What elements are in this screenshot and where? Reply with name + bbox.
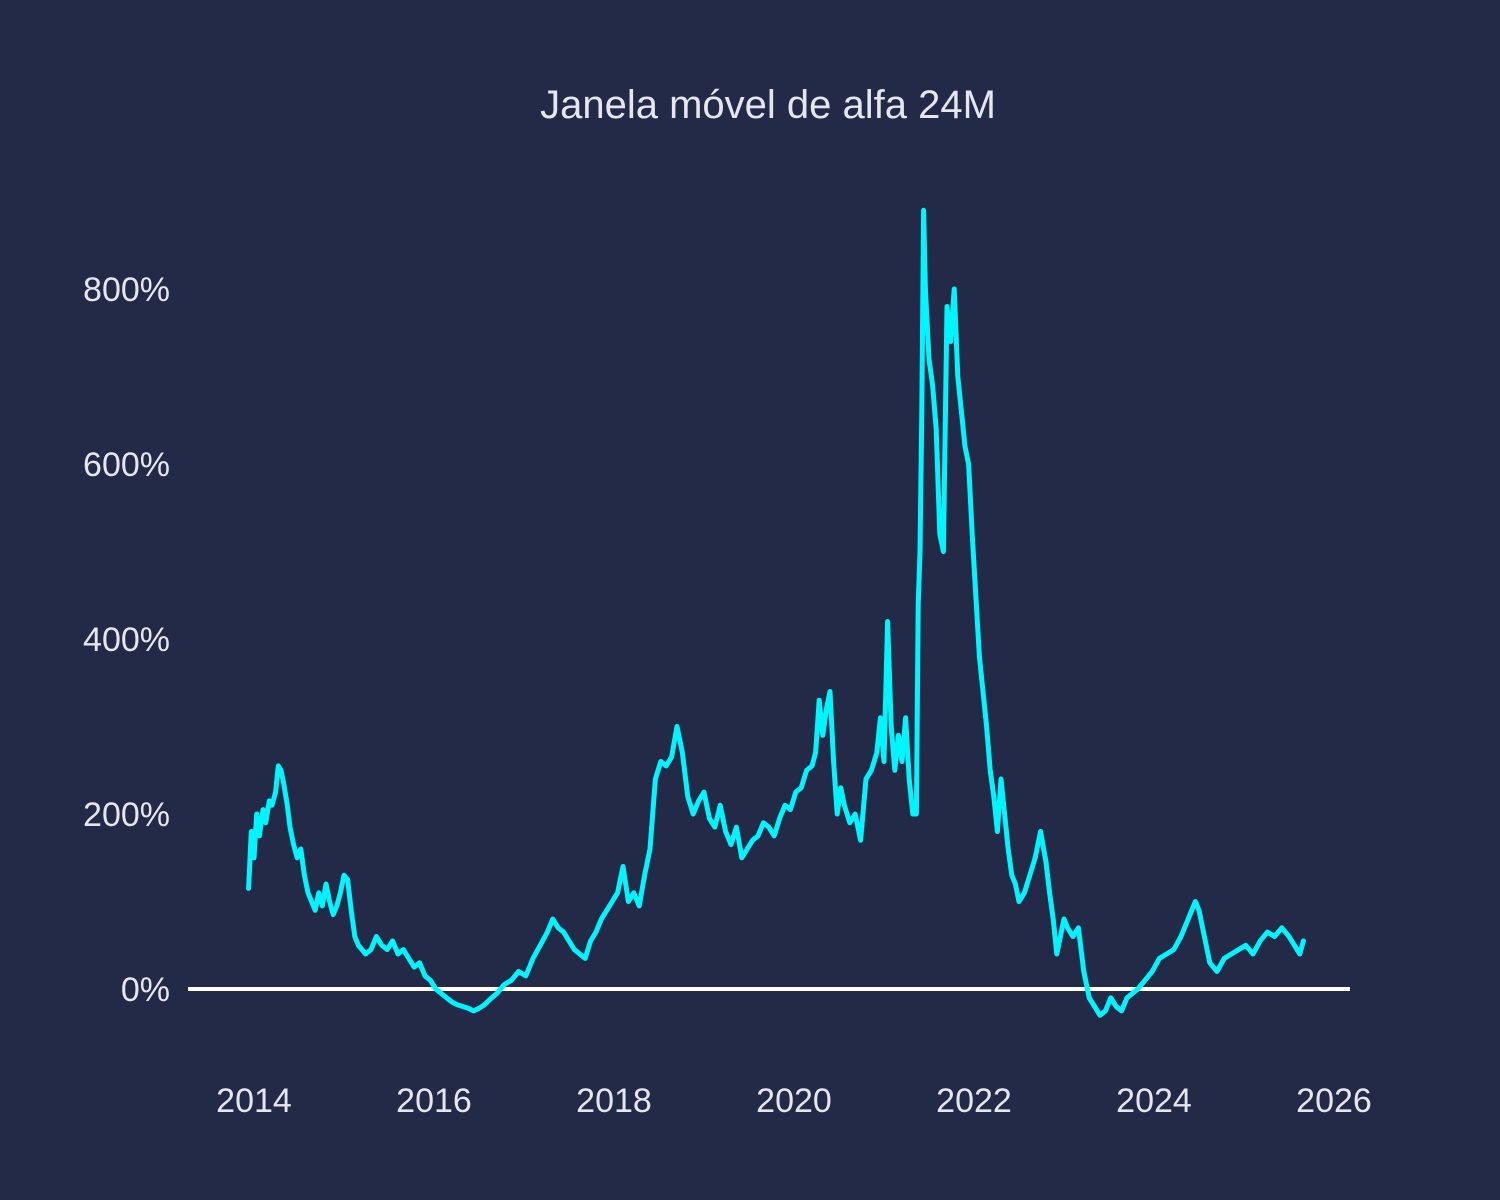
x-tick-label: 2016	[396, 1082, 472, 1120]
x-tick-label: 2026	[1296, 1082, 1372, 1120]
y-tick-label: 800%	[83, 271, 170, 309]
series-group	[246, 207, 1306, 1018]
y-tick-label: 600%	[83, 446, 170, 484]
x-tick-label: 2018	[576, 1082, 652, 1120]
y-tick-label: 400%	[83, 621, 170, 659]
x-tick-label: 2014	[216, 1082, 292, 1120]
chart-title: Janela móvel de alfa 24M	[540, 83, 996, 127]
y-tick-label: 200%	[83, 796, 170, 834]
y-tick-label: 0%	[121, 971, 170, 1009]
series-line-0	[246, 207, 1306, 1018]
y-axis-ticks: 0% 200% 400% 600% 800%	[83, 271, 170, 1009]
x-tick-label: 2020	[756, 1082, 832, 1120]
x-tick-label: 2024	[1116, 1082, 1192, 1120]
x-axis-ticks: 2014 2016 2018 2020 2022 2024 2026	[216, 1082, 1372, 1120]
x-tick-label: 2022	[936, 1082, 1012, 1120]
